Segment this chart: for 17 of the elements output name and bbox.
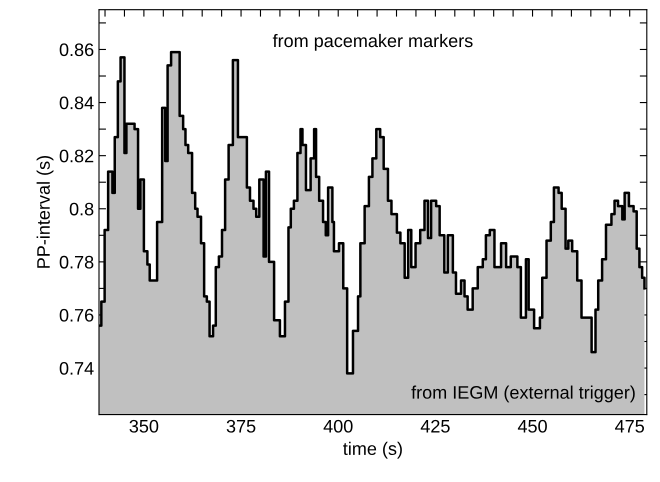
y-tick-label: 0.8 <box>70 202 94 216</box>
y-axis-title: PP-interval (s) <box>36 156 54 268</box>
x-tick-label: 350 <box>130 420 158 433</box>
y-tick-label: 0.84 <box>60 96 94 110</box>
y-tick-label: 0.82 <box>60 150 94 162</box>
y-tick-label: 0.74 <box>60 362 94 375</box>
x-tick-label: 425 <box>420 420 450 433</box>
x-axis-title: time (s) <box>343 442 402 459</box>
annotation: from IEGM (external trigger) <box>411 386 635 402</box>
annotation: from pacemaker markers <box>272 34 473 51</box>
x-tick-label: 450 <box>518 420 547 433</box>
x-tick-label: 375 <box>226 420 256 433</box>
x-tick-label: 475 <box>615 420 644 433</box>
x-tick-label: 400 <box>324 420 353 433</box>
y-tick-label: 0.78 <box>60 256 94 269</box>
y-tick-label: 0.86 <box>60 43 94 56</box>
y-tick-label: 0.76 <box>60 308 94 322</box>
